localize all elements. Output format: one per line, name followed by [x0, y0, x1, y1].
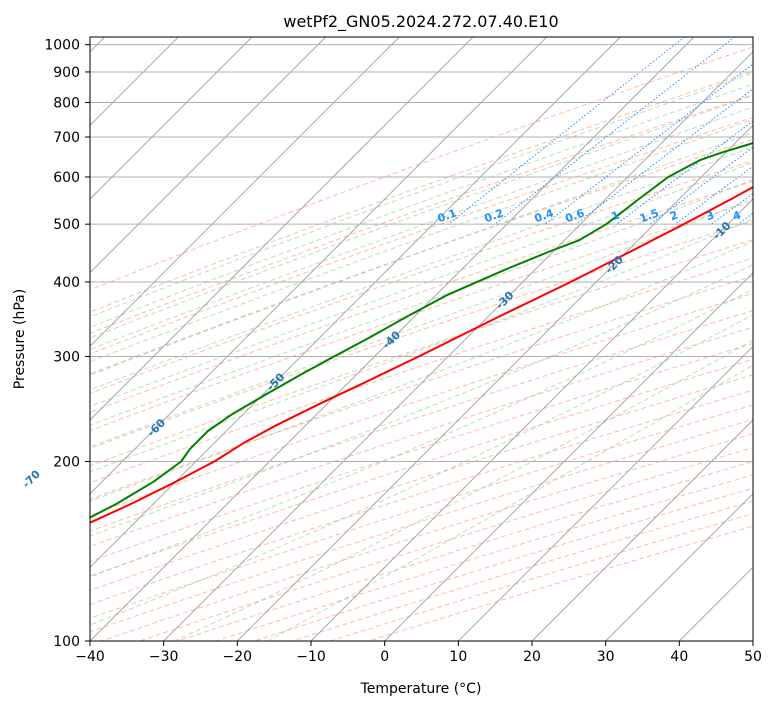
- isotherm: [90, 37, 400, 348]
- moist-adiabat: [90, 240, 753, 502]
- isotherm: [310, 198, 753, 641]
- isotherm: [90, 37, 327, 274]
- mixing-ratio-label: 1: [610, 208, 622, 223]
- temperature-line: [90, 185, 753, 524]
- x-tick-label: −10: [296, 649, 326, 665]
- isotherm: [384, 271, 753, 641]
- moist-adiabat: [90, 288, 753, 578]
- moist-adiabat: [90, 264, 753, 537]
- y-tick-label: 300: [53, 349, 80, 365]
- isotherm: [163, 50, 753, 641]
- y-tick-label: 400: [53, 275, 80, 291]
- isotherm: [90, 37, 695, 641]
- dry-adiabat: [90, 389, 753, 606]
- chart-title: wetPf2_GN05.2024.272.07.40.E10: [283, 12, 558, 32]
- mixing-ratio-label: 0.4: [533, 206, 556, 225]
- plot-frame: [89, 36, 754, 642]
- x-axis: −40 −30 −20 −10 0 10 20 30 40 50: [75, 641, 762, 665]
- moist-adiabat: [174, 339, 753, 641]
- mixing-ratio-label: 2: [668, 208, 680, 223]
- dry-adiabat: [90, 342, 753, 562]
- isotherm: [90, 37, 548, 495]
- dry-adiabat: [90, 160, 753, 394]
- dry-adiabat: [90, 310, 753, 532]
- y-axis-label: Pressure (hPa): [12, 289, 28, 389]
- y-tick-label: 100: [53, 634, 80, 650]
- x-tick-label: 20: [523, 649, 541, 665]
- dry-adiabat: [90, 116, 753, 355]
- x-tick-label: 30: [597, 649, 615, 665]
- mixing-ratio-label: 3: [704, 208, 716, 223]
- y-tick-label: 800: [53, 95, 80, 111]
- dewpoint-line: [90, 141, 753, 519]
- moist-adiabat: [90, 94, 753, 339]
- dry-adiabat: [90, 358, 753, 577]
- isotherm: [457, 345, 753, 641]
- x-tick-label: −40: [75, 649, 105, 665]
- moist-adiabat: [90, 132, 753, 376]
- dry-adiabat: [90, 94, 753, 334]
- mixing-ratio-line: [494, 37, 735, 225]
- isotherm: [236, 124, 753, 641]
- y-tick-label: 500: [53, 217, 80, 233]
- y-tick-label: 200: [53, 454, 80, 470]
- dry-adiabat: [90, 46, 753, 291]
- moist-adiabat: [90, 161, 753, 407]
- moist-adiabat: [90, 314, 753, 626]
- mixing-ratio-line: [544, 63, 753, 225]
- moist-adiabat: [90, 106, 753, 351]
- moist-adiabat: [90, 197, 753, 448]
- y-tick-label: 1000: [44, 38, 80, 54]
- moist-adiabat: [90, 83, 753, 328]
- x-tick-label: −20: [223, 649, 253, 665]
- x-tick-label: 0: [380, 649, 389, 665]
- mixing-ratio-label: 0.1: [436, 206, 459, 225]
- mixing-ratio-label: 4: [731, 208, 743, 223]
- dry-adiabat: [90, 326, 753, 547]
- background-lines: [90, 37, 753, 641]
- x-tick-label: −30: [149, 649, 179, 665]
- moist-adiabat: [267, 364, 753, 641]
- mixing-ratio-label: 0.2: [483, 206, 506, 225]
- moist-adiabat: [90, 118, 753, 363]
- dry-adiabat: [90, 292, 753, 516]
- isotherm: [90, 37, 621, 569]
- dry-adiabat: [90, 374, 753, 591]
- mixing-ratio-label: 1.5: [638, 206, 661, 225]
- series-layer: [90, 141, 753, 524]
- x-tick-label: 10: [449, 649, 467, 665]
- x-axis-label: Temperature (°C): [360, 681, 482, 697]
- x-tick-label: 50: [744, 649, 762, 665]
- isotherm: [605, 492, 753, 641]
- x-tick-label: 40: [670, 649, 688, 665]
- isotherm: [90, 37, 474, 421]
- mixing-ratio-line: [575, 88, 753, 225]
- mixing-ratio-label: 0.6: [563, 206, 586, 225]
- isotherm: [90, 37, 253, 200]
- y-axis: 100 200 300 400 500 600 700 800 900 1000: [44, 38, 90, 650]
- y-tick-label: 600: [53, 170, 80, 186]
- y-tick-label: 900: [53, 65, 80, 81]
- dry-adiabat: [90, 180, 753, 413]
- isotherm: [531, 419, 753, 641]
- y-tick-label: 700: [53, 130, 80, 146]
